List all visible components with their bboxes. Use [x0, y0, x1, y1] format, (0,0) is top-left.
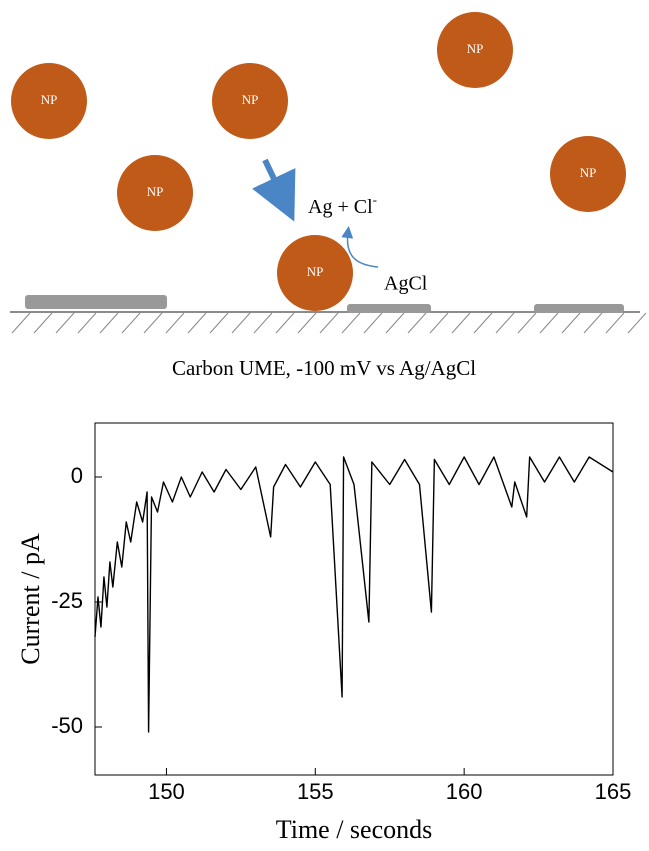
- hatch-line: [319, 312, 339, 334]
- hatch-line: [99, 312, 119, 334]
- reaction-sup: -: [373, 192, 377, 207]
- np-label: NP: [242, 92, 259, 107]
- x-axis-label: Time / seconds: [276, 815, 433, 844]
- pad: [347, 304, 431, 313]
- nanoparticle: [11, 63, 87, 139]
- hatch-line: [33, 312, 53, 334]
- nanoparticle: [550, 136, 626, 212]
- plot-frame: [94, 422, 614, 776]
- hatch-line: [253, 312, 273, 334]
- x-tick-label: 165: [595, 779, 632, 804]
- hatch-line: [165, 312, 185, 334]
- x-tick-label: 150: [148, 779, 185, 804]
- pad: [25, 295, 167, 309]
- hatch-line: [429, 312, 449, 334]
- caption: Carbon UME, -100 mV vs Ag/AgCl: [172, 356, 476, 380]
- nanoparticle: [212, 63, 288, 139]
- hatch-line: [473, 312, 493, 334]
- y-tick-label: 0: [71, 463, 83, 488]
- product: AgCl: [384, 273, 428, 295]
- hatch-line: [385, 312, 405, 334]
- hatch-line: [407, 312, 427, 334]
- pad: [534, 304, 624, 313]
- hatch-line: [121, 312, 141, 334]
- hatch-line: [297, 312, 317, 334]
- hatch-line: [209, 312, 229, 334]
- arrow: [252, 158, 296, 222]
- y-tick-label: -25: [51, 588, 83, 613]
- x-tick-label: 160: [446, 779, 483, 804]
- y-tick-label: -50: [51, 713, 83, 738]
- hatch-line: [363, 312, 383, 334]
- nanoparticle: [437, 12, 513, 88]
- electrode-surface: [10, 311, 647, 334]
- hatch-line: [495, 312, 515, 334]
- reaction: Ag + Cl-: [308, 192, 377, 218]
- hatch-line: [451, 312, 471, 334]
- current-trace: [94, 456, 614, 733]
- hatch-line: [341, 312, 361, 334]
- hatch-line: [187, 312, 207, 334]
- nanoparticle: [117, 155, 193, 231]
- hatch-line: [605, 312, 625, 334]
- hatch-line: [77, 312, 97, 334]
- hatch-line: [517, 312, 537, 334]
- hatch-line: [11, 312, 31, 334]
- hatch-line: [143, 312, 163, 334]
- np-label: NP: [147, 184, 164, 199]
- np-label: NP: [580, 165, 597, 180]
- y-axis-label: Current / pA: [16, 533, 45, 665]
- arrow: [341, 226, 379, 268]
- np-label: NP: [307, 264, 324, 279]
- hatch-line: [561, 312, 581, 334]
- np-label: NP: [41, 92, 58, 107]
- nanoparticle: [277, 235, 353, 311]
- np-label: NP: [467, 41, 484, 56]
- hatch-line: [55, 312, 75, 334]
- hatch-line: [627, 312, 647, 334]
- hatch-line: [231, 312, 251, 334]
- hatch-line: [275, 312, 295, 334]
- x-tick-label: 155: [297, 779, 334, 804]
- hatch-line: [583, 312, 603, 334]
- reaction-text: Ag + Cl: [308, 196, 373, 218]
- hatch-line: [539, 312, 559, 334]
